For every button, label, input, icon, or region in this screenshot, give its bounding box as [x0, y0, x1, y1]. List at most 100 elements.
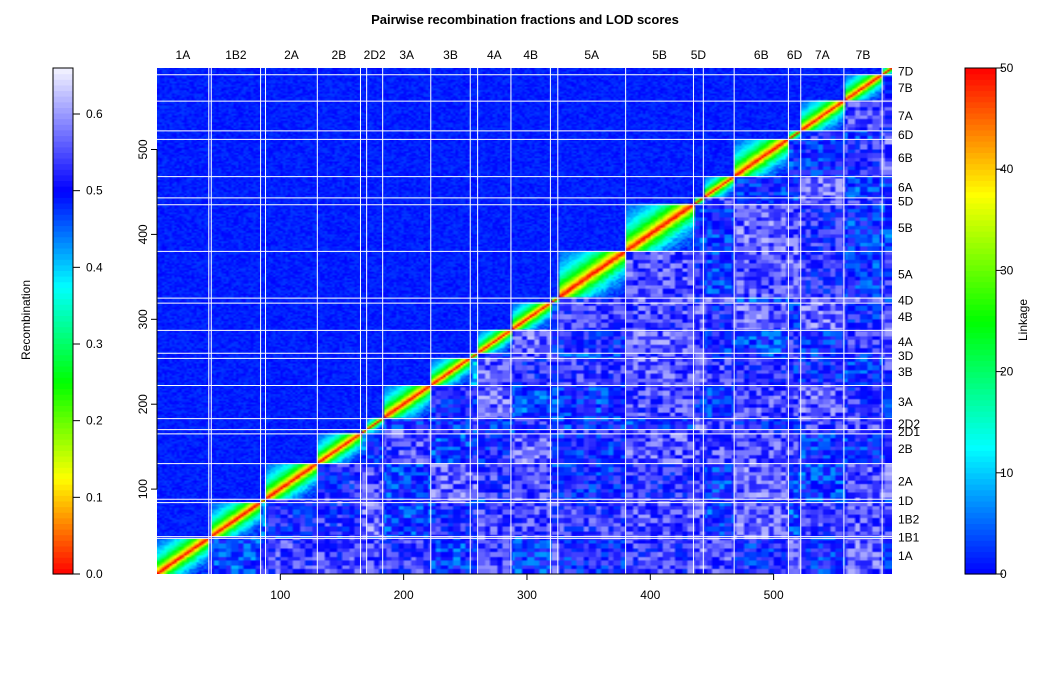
colorbar-segment: [965, 478, 996, 485]
colorbar-segment: [53, 157, 73, 165]
y-tick-label: 400: [136, 224, 150, 244]
colorbar-segment: [965, 186, 996, 193]
colorbar-segment: [965, 321, 996, 328]
colorbar-segment: [53, 298, 73, 305]
chromosome-label-top: 2D2: [364, 48, 386, 62]
colorbar-segment: [965, 377, 996, 384]
colorbar-segment: [965, 489, 996, 496]
chromosome-label-right: 6A: [898, 180, 913, 194]
chromosome-label-right: 2D1: [898, 425, 920, 439]
colorbar-segment: [965, 450, 996, 457]
colorbar-segment: [965, 382, 996, 390]
colorbar-segment: [965, 484, 996, 491]
y-tick-label: 100: [136, 479, 150, 499]
colorbar-segment: [53, 360, 73, 367]
colorbar-segment: [53, 461, 73, 468]
colorbar-segment: [53, 214, 73, 221]
colorbar-segment: [965, 416, 996, 423]
colorbar-segment: [965, 337, 996, 345]
colorbar-segment: [53, 517, 73, 524]
y-tick-label: 200: [136, 394, 150, 414]
colorbar-segment: [965, 568, 996, 575]
colorbar-segment: [965, 68, 996, 75]
chromosome-label-right: 4A: [898, 335, 913, 349]
colorbar-segment: [965, 562, 996, 569]
colorbar-segment: [53, 242, 73, 249]
colorbar-segment: [965, 365, 996, 373]
colorbar-segment: [965, 354, 996, 361]
colorbar-segment: [965, 124, 996, 131]
chromosome-label-right: 6D: [898, 128, 914, 142]
colorbar-segment: [965, 169, 996, 176]
colorbar-segment: [53, 377, 73, 384]
linkage-tick-label: 50: [1000, 61, 1014, 75]
recombination-colorbar-label: Recombination: [19, 280, 33, 360]
linkage-tick-label: 0: [1000, 567, 1007, 581]
linkage-tick-label: 10: [1000, 466, 1014, 480]
colorbar-segment: [53, 135, 73, 142]
colorbar-segment: [53, 399, 73, 406]
colorbar-segment: [53, 534, 73, 541]
colorbar-segment: [53, 276, 73, 283]
chart-title: Pairwise recombination fractions and LOD…: [371, 12, 679, 27]
colorbar-segment: [53, 292, 73, 300]
chromosome-label-top: 1B2: [225, 48, 247, 62]
chromosome-label-right: 6B: [898, 151, 913, 165]
colorbar-segment: [53, 433, 73, 440]
colorbar-segment: [965, 247, 996, 255]
colorbar-segment: [965, 455, 996, 463]
colorbar-segment: [53, 529, 73, 536]
chromosome-label-right: 7A: [898, 109, 913, 123]
recombination-colorbar: 0.0 0.1 0.2 0.3 0.4 0.5 0.6: [52, 67, 103, 581]
colorbar-segment: [53, 129, 73, 137]
colorbar-segment: [965, 388, 996, 395]
colorbar-segment: [53, 90, 73, 97]
y-tick-label: 300: [136, 309, 150, 329]
colorbar-segment: [965, 236, 996, 243]
x-tick-label: 500: [764, 588, 784, 602]
chromosome-label-right: 5B: [898, 221, 913, 235]
colorbar-segment: [53, 141, 73, 148]
colorbar-segment: [53, 180, 73, 187]
recombination-tick-label: 0.3: [86, 337, 103, 351]
colorbar-segment: [53, 551, 73, 558]
colorbar-segment: [53, 124, 73, 131]
chromosome-label-top: 1A: [176, 48, 191, 62]
chromosome-label-top: 6B: [754, 48, 769, 62]
colorbar-segment: [53, 326, 73, 333]
colorbar-segment: [965, 545, 996, 553]
colorbar-segment: [53, 191, 73, 198]
x-tick-label: 400: [640, 588, 660, 602]
colorbar-segment: [53, 500, 73, 508]
colorbar-segment: [965, 500, 996, 508]
chromosome-label-right: 2D2: [898, 417, 920, 431]
colorbar-segment: [965, 349, 996, 356]
colorbar-segment: [965, 141, 996, 148]
x-tick-label: 300: [517, 588, 537, 602]
colorbar-segment: [53, 68, 73, 75]
colorbar-segment: [965, 101, 996, 108]
linkage-colorbar-label: Linkage: [1016, 299, 1030, 341]
colorbar-segment: [965, 534, 996, 541]
colorbar-segment: [965, 242, 996, 249]
colorbar-segment: [53, 96, 73, 103]
chromosome-label-top: 3B: [443, 48, 458, 62]
colorbar-segment: [53, 489, 73, 496]
recombination-tick-label: 0.2: [86, 414, 103, 428]
colorbar-segment: [965, 292, 996, 300]
colorbar-segment: [53, 79, 73, 86]
colorbar-segment: [965, 129, 996, 137]
colorbar-segment: [965, 410, 996, 418]
x-tick-label: 100: [270, 588, 290, 602]
colorbar-segment: [965, 219, 996, 227]
chromosome-label-top: 3A: [399, 48, 414, 62]
axes: 100 200 300 400 500 100 200 300 400 500: [136, 139, 784, 602]
colorbar-segment: [965, 157, 996, 165]
colorbar-segment: [965, 135, 996, 142]
colorbar-segment: [965, 332, 996, 339]
colorbar-segment: [53, 540, 73, 547]
colorbar-segment: [53, 152, 73, 159]
chromosome-label-top: 5D: [691, 48, 707, 62]
colorbar-segment: [965, 523, 996, 530]
linkage-tick-label: 30: [1000, 263, 1014, 277]
